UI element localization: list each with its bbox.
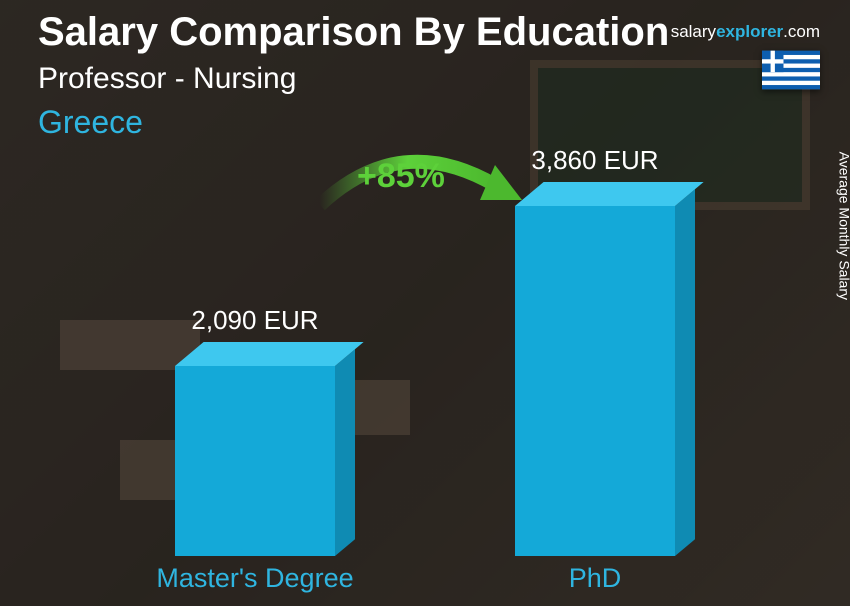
- bar-side: [675, 189, 695, 556]
- bar-front: [175, 366, 335, 556]
- bar-top: [175, 342, 364, 366]
- infographic-container: Salary Comparison By Education Professor…: [0, 0, 850, 606]
- x-axis-category: Master's Degree: [135, 563, 375, 594]
- x-axis-category: PhD: [475, 563, 715, 594]
- bar-front: [515, 206, 675, 556]
- bar-top: [515, 182, 704, 206]
- bar: 3,860 EUR: [515, 206, 675, 556]
- bar-value-label: 2,090 EUR: [175, 305, 335, 336]
- bar-value-label: 3,860 EUR: [515, 145, 675, 176]
- bar-chart: 2,090 EUR 3,860 EUR: [0, 156, 850, 556]
- bar: 2,090 EUR: [175, 366, 335, 556]
- bar-side: [335, 349, 355, 556]
